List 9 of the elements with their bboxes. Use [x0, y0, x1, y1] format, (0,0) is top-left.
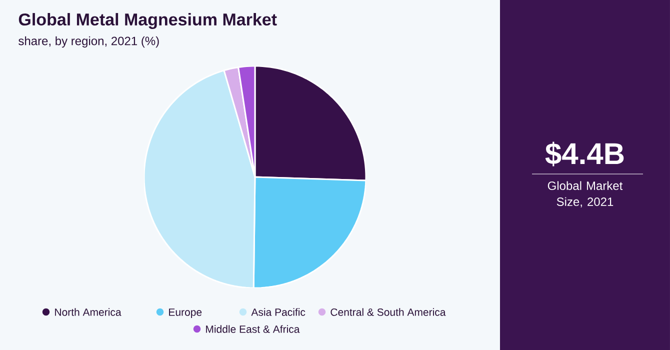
legend-label: Middle East & Africa — [206, 325, 300, 333]
text: Global Market Size, 2021 — [548, 181, 623, 208]
chart-title: Global Metal Magnesium Market — [18, 13, 277, 29]
legend-label: Central & South America — [330, 308, 446, 316]
legend-label: Europe — [169, 308, 202, 318]
chart-subtitle: share, by region, 2021 (%) — [18, 36, 159, 48]
text: $4.4B — [545, 142, 624, 166]
legend-label: Asia Pacific — [251, 308, 306, 316]
legend-label: North America — [55, 308, 122, 316]
